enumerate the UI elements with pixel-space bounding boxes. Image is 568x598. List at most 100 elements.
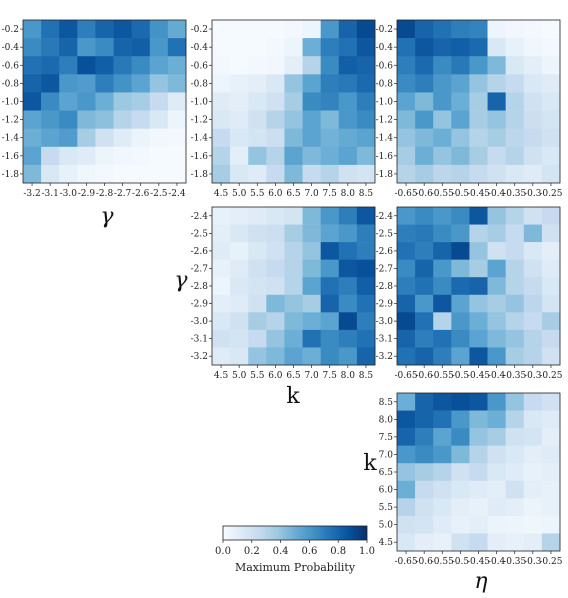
heatmap-cell <box>469 38 488 57</box>
x-tick-label: -2.9 <box>78 189 96 199</box>
heatmap-cell <box>113 20 132 39</box>
heatmap-cell <box>248 128 267 148</box>
heatmap-cell <box>113 128 132 148</box>
heatmap-cell <box>167 74 187 93</box>
heatmap-cell <box>433 128 452 148</box>
heatmap-cell <box>302 347 321 366</box>
heatmap-cell <box>248 329 267 348</box>
heatmap-cell <box>356 277 376 296</box>
heatmap-cell <box>433 445 452 464</box>
heatmap-cell <box>523 515 543 534</box>
heatmap-cell <box>356 74 376 93</box>
heatmap-cell <box>302 56 321 75</box>
heatmap-cell <box>415 110 434 129</box>
heatmap-cell <box>131 128 151 148</box>
heatmap-cell <box>487 92 506 111</box>
heatmap-cell <box>487 38 506 57</box>
heatmap-cell <box>230 110 249 129</box>
heatmap-cell <box>23 92 42 111</box>
heatmap-cell <box>505 56 525 75</box>
x-tick-label: -0.25 <box>539 557 562 567</box>
heatmap-cell <box>415 347 434 366</box>
heatmap-cell <box>433 410 452 429</box>
heatmap-cell <box>541 480 561 499</box>
heatmap-cell <box>212 347 231 366</box>
heatmap-cell <box>469 224 488 243</box>
x-tick-label: 6.0 <box>268 371 283 381</box>
y-tick-label: -2.4 <box>191 212 209 222</box>
y-tick-label: -2.5 <box>191 229 209 239</box>
heatmap-cell <box>248 347 267 366</box>
heatmap-cell <box>113 146 132 166</box>
heatmap-cell <box>266 224 285 243</box>
heatmap-cell <box>487 128 506 148</box>
y-tick-label: 7.0 <box>379 450 394 460</box>
y-tick-label: 5.0 <box>379 521 394 531</box>
heatmap-cell <box>248 38 267 57</box>
x-tick-label: -0.6 <box>415 189 433 199</box>
heatmap-cell <box>505 533 525 552</box>
x-tick-label: -0.55 <box>431 371 454 381</box>
heatmap-panel-k_vs_eta: -0.65-0.6-0.55-0.5-0.45-0.4-0.35-0.3-0.2… <box>379 392 563 567</box>
heatmap-cell <box>541 463 561 482</box>
heatmap-cell <box>487 329 506 348</box>
heatmap-cell <box>433 224 452 243</box>
heatmap-cell <box>41 56 60 75</box>
heatmap-cell <box>433 347 452 366</box>
heatmap-cell <box>523 480 543 499</box>
heatmap-cell <box>541 393 561 411</box>
heatmap-panels: -3.2 -3.1 -3.0 -2.9 -2.8 -2.7 -2.6 -2.5 -2.4-0.2… <box>2 19 563 567</box>
heatmap-cell <box>302 242 321 260</box>
heatmap-cell <box>248 312 267 331</box>
heatmap-cell <box>505 329 525 348</box>
heatmap-cell <box>541 242 561 260</box>
heatmap-cell <box>487 277 506 296</box>
heatmap-cell <box>356 110 376 129</box>
x-tick-label: 4.5 <box>214 189 229 199</box>
heatmap-cell <box>451 242 470 260</box>
heatmap-cell <box>59 110 78 129</box>
heatmap-cell <box>397 164 416 184</box>
heatmap-cell <box>212 294 231 313</box>
y-tick-label: -2.7 <box>376 264 394 274</box>
heatmap-cell <box>320 294 340 313</box>
heatmap-cell <box>487 312 506 331</box>
heatmap-cell <box>469 329 488 348</box>
heatmap-cell <box>505 347 525 366</box>
heatmap-cell <box>266 38 285 57</box>
heatmap-cell <box>397 224 416 243</box>
heatmap-cell <box>397 110 416 129</box>
heatmap-cell <box>230 277 249 296</box>
heatmap-cell <box>487 445 506 464</box>
heatmap-cell <box>95 74 114 93</box>
heatmap-cell <box>487 463 506 482</box>
heatmap-cell <box>433 110 452 129</box>
heatmap-cell <box>469 428 488 446</box>
heatmap-cell <box>523 445 543 464</box>
heatmap-cell <box>433 259 452 278</box>
heatmap-cell <box>338 259 358 278</box>
heatmap-cell <box>302 207 321 225</box>
heatmap-cell <box>212 242 231 260</box>
heatmap-cell <box>77 74 96 93</box>
y-tick-label: 8.5 <box>379 398 394 408</box>
heatmap-cell <box>266 164 285 184</box>
heatmap-cell <box>59 20 78 39</box>
x-tick-label: 6.5 <box>286 189 301 199</box>
x-tick-label: -0.5 <box>452 557 470 567</box>
y-tick-label: -0.8 <box>191 79 209 89</box>
heatmap-cell <box>397 480 416 499</box>
heatmap-cell <box>541 224 561 243</box>
heatmap-cell <box>131 38 151 57</box>
heatmap-cell <box>469 393 488 411</box>
heatmap-cell <box>415 277 434 296</box>
heatmap-cell <box>23 146 42 166</box>
heatmap-cell <box>95 56 114 75</box>
heatmap-cell <box>284 164 303 184</box>
heatmap-cell <box>356 329 376 348</box>
heatmap-cell <box>320 207 340 225</box>
heatmap-cell <box>487 428 506 446</box>
heatmap-cell <box>41 110 60 129</box>
heatmap-cell <box>451 38 470 57</box>
heatmap-cell <box>523 242 543 260</box>
